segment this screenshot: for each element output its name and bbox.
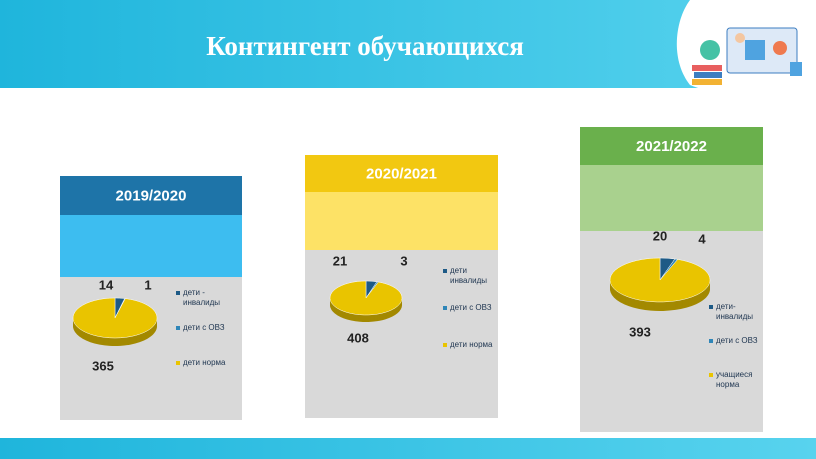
panel-header: [580, 127, 763, 165]
legend-entry: дети с ОВЗ: [443, 303, 506, 313]
data-label: 365: [92, 358, 114, 373]
legend-entry: дети - инвалиды: [176, 288, 239, 308]
legend-entry: дети норма: [443, 340, 506, 350]
panel-band: [305, 192, 498, 250]
slide-title: Контингент обучающихся: [206, 31, 524, 61]
legend-label: дети инвалиды: [450, 266, 488, 285]
legend-label: дети с ОВЗ: [183, 323, 225, 332]
panel-band: [580, 165, 763, 231]
legend-swatch: [709, 305, 713, 309]
data-label: 3: [400, 253, 407, 268]
data-label: 393: [629, 324, 651, 339]
legend-swatch: [443, 269, 447, 273]
legend-swatch: [176, 361, 180, 365]
legend-label: дети - инвалиды: [183, 288, 221, 307]
legend-entry: дети с ОВЗ: [709, 336, 772, 346]
data-label: 14: [99, 277, 114, 292]
pie-slice: [72, 297, 158, 339]
panel-band: [60, 215, 242, 277]
legend-entry: дети норма: [176, 358, 239, 368]
legend-entry: дети-инвалиды: [709, 302, 772, 322]
data-label: 1: [144, 277, 151, 292]
pie-slice: [609, 257, 711, 303]
legend-swatch: [443, 306, 447, 310]
pie-slice: [329, 280, 403, 316]
data-label: 4: [698, 231, 706, 246]
panel-header: [60, 176, 242, 215]
legend-label: дети норма: [450, 340, 493, 349]
data-label: 20: [653, 228, 667, 243]
legend-swatch: [709, 339, 713, 343]
legend-swatch: [443, 343, 447, 347]
data-label: 21: [333, 253, 347, 268]
data-label: 408: [347, 330, 369, 345]
legend-label: дети норма: [183, 358, 226, 367]
bottom-strip: [0, 438, 816, 459]
chart-title: 2019/2020: [116, 187, 187, 204]
legend-label: дети с ОВЗ: [716, 336, 758, 345]
legend-entry: учащиеся норма: [709, 370, 772, 390]
legend-swatch: [176, 326, 180, 330]
illustration: [692, 27, 802, 85]
legend-swatch: [176, 291, 180, 295]
legend-label: дети с ОВЗ: [450, 303, 492, 312]
legend-swatch: [709, 373, 713, 377]
legend-entry: дети с ОВЗ: [176, 323, 239, 333]
chart-title: 2020/2021: [366, 165, 437, 182]
panel-header: [305, 155, 498, 192]
legend-entry: дети инвалиды: [443, 266, 506, 286]
legend-label: дети-инвалиды: [716, 302, 754, 321]
chart-title: 2021/2022: [636, 138, 707, 155]
legend-label: учащиеся норма: [716, 370, 753, 389]
